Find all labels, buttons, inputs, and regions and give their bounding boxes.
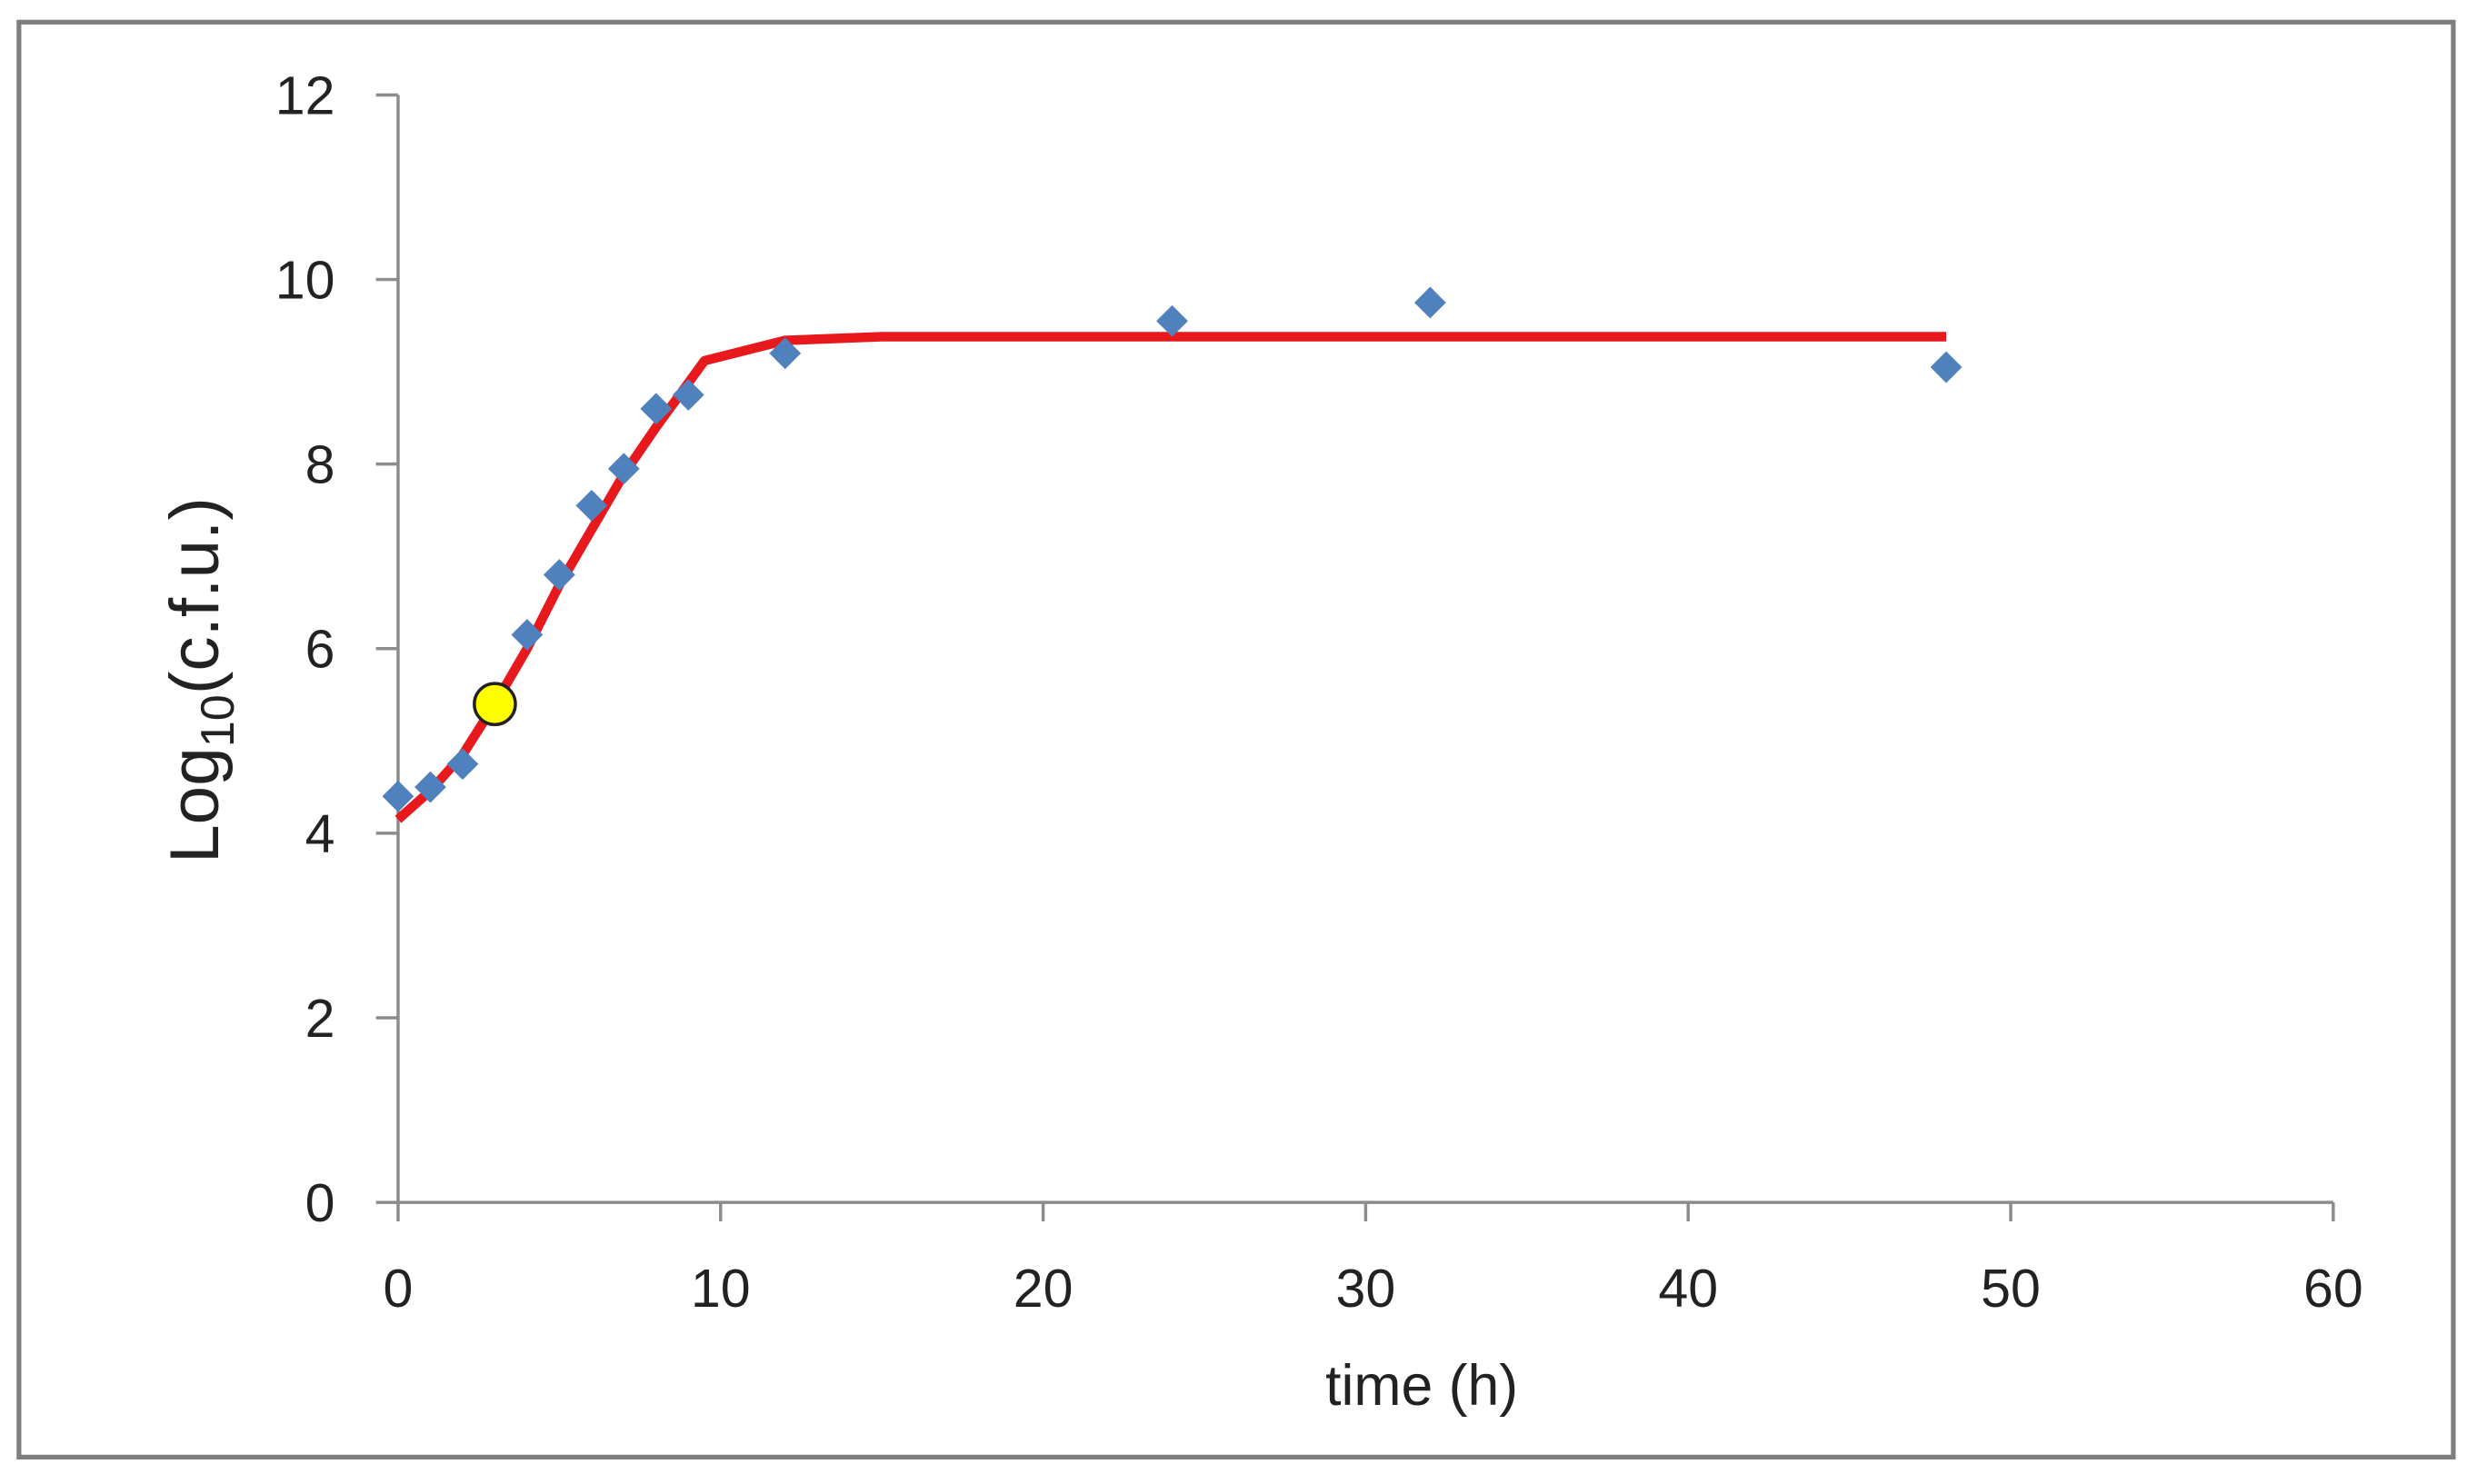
y-tick-label: 6 <box>305 619 335 680</box>
x-tick-label: 0 <box>384 1258 414 1319</box>
y-tick-label: 10 <box>275 249 335 310</box>
x-tick-label: 60 <box>2303 1258 2363 1319</box>
data-point <box>511 619 544 651</box>
data-point <box>414 771 446 803</box>
highlight-point <box>473 682 517 727</box>
x-tick-label: 10 <box>691 1258 751 1319</box>
y-axis-label-part: Log <box>156 747 234 863</box>
data-point <box>672 379 704 411</box>
y-tick-label: 2 <box>305 988 335 1049</box>
x-tick-label: 30 <box>1336 1258 1396 1319</box>
data-point <box>575 489 608 522</box>
x-tick-label: 20 <box>1014 1258 1074 1319</box>
y-tick-label: 4 <box>305 803 335 864</box>
y-axis-label-sub: 10 <box>192 694 245 747</box>
y-tick-label: 12 <box>275 65 335 125</box>
x-tick-label: 40 <box>1658 1258 1718 1319</box>
x-axis-label: time (h) <box>1325 1354 1518 1418</box>
y-tick-label: 8 <box>305 434 335 495</box>
y-axis-label: Log10(c.f.u.) <box>156 497 245 863</box>
y-axis-label-part: (c.f.u.) <box>156 497 234 694</box>
chart-frame <box>16 19 2456 1460</box>
data-point <box>1156 304 1188 337</box>
data-point <box>607 453 640 485</box>
x-tick-label: 50 <box>1981 1258 2041 1319</box>
y-tick-label: 0 <box>305 1172 335 1233</box>
data-point <box>1413 286 1446 319</box>
